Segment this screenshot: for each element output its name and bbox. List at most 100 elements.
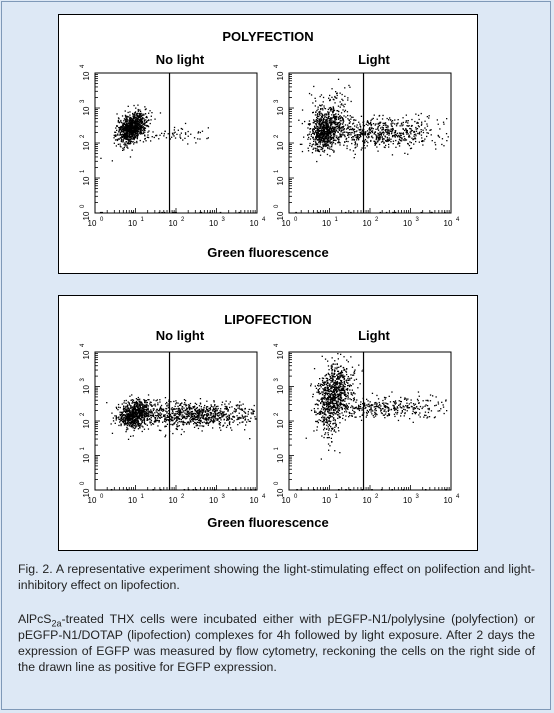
y-tick-label: 10 bbox=[82, 454, 91, 463]
plot-subtitle: Light bbox=[358, 328, 390, 343]
y-tick-label: 10 bbox=[276, 211, 285, 220]
x-tick-label: 10 bbox=[403, 496, 412, 505]
y-tick-label: 10 bbox=[82, 385, 91, 394]
y-tick-label: 10 bbox=[276, 488, 285, 497]
x-tick-exponent: 4 bbox=[262, 494, 266, 500]
x-tick-label: 10 bbox=[169, 496, 178, 505]
y-tick-exponent: 3 bbox=[80, 99, 86, 103]
x-tick-exponent: 4 bbox=[456, 494, 460, 500]
x-tick-label: 10 bbox=[282, 219, 291, 228]
x-tick-label: 10 bbox=[322, 219, 331, 228]
polyfection-panel: POLYFECTION No light Light 10 0 10 0 10 1 10 1 1… bbox=[58, 14, 478, 274]
caption-compound: AlPcS bbox=[18, 612, 52, 626]
y-tick-label: 10 bbox=[82, 211, 91, 220]
y-tick-label: 10 bbox=[82, 488, 91, 497]
y-tick-label: 10 bbox=[276, 106, 285, 115]
y-tick-exponent: 0 bbox=[274, 204, 280, 208]
x-tick-label: 10 bbox=[403, 219, 412, 228]
x-tick-label: 10 bbox=[282, 496, 291, 505]
y-tick-label: 10 bbox=[276, 419, 285, 428]
y-tick-label: 10 bbox=[82, 141, 91, 150]
x-axis-label: Green fluorescence bbox=[207, 515, 329, 530]
y-tick-exponent: 3 bbox=[274, 99, 280, 103]
y-tick-label: 10 bbox=[276, 385, 285, 394]
y-tick-exponent: 1 bbox=[274, 169, 280, 173]
plot-subtitle: No light bbox=[155, 328, 205, 343]
x-tick-exponent: 0 bbox=[294, 217, 298, 223]
y-tick-exponent: 3 bbox=[274, 378, 280, 382]
caption-text: -treated THX cells were incubated either… bbox=[18, 612, 535, 674]
panel-title: LIPOFECTION bbox=[224, 312, 312, 327]
y-tick-exponent: 0 bbox=[80, 481, 86, 485]
x-tick-exponent: 3 bbox=[416, 217, 420, 223]
x-tick-exponent: 1 bbox=[335, 494, 339, 500]
x-tick-exponent: 0 bbox=[100, 494, 104, 500]
x-tick-label: 10 bbox=[322, 496, 331, 505]
dots bbox=[99, 104, 241, 214]
x-tick-label: 10 bbox=[169, 219, 178, 228]
x-tick-label: 10 bbox=[444, 219, 453, 228]
x-tick-exponent: 2 bbox=[375, 494, 379, 500]
x-tick-exponent: 0 bbox=[294, 494, 298, 500]
x-tick-exponent: 3 bbox=[416, 494, 420, 500]
x-tick-exponent: 1 bbox=[141, 494, 145, 500]
x-axis-label: Green fluorescence bbox=[207, 245, 329, 260]
y-tick-exponent: 1 bbox=[274, 447, 280, 451]
x-tick-exponent: 0 bbox=[100, 217, 104, 223]
x-tick-label: 10 bbox=[363, 496, 372, 505]
x-tick-label: 10 bbox=[88, 219, 97, 228]
y-tick-label: 10 bbox=[276, 141, 285, 150]
x-tick-exponent: 2 bbox=[375, 217, 379, 223]
y-tick-exponent: 3 bbox=[80, 378, 86, 382]
y-tick-exponent: 4 bbox=[80, 64, 86, 68]
x-tick-label: 10 bbox=[444, 496, 453, 505]
y-tick-label: 10 bbox=[276, 454, 285, 463]
dots bbox=[295, 78, 449, 214]
dots bbox=[296, 353, 448, 491]
y-tick-label: 10 bbox=[82, 350, 91, 359]
x-tick-label: 10 bbox=[128, 219, 137, 228]
y-tick-exponent: 2 bbox=[80, 412, 86, 416]
y-tick-label: 10 bbox=[82, 176, 91, 185]
x-tick-exponent: 1 bbox=[335, 217, 339, 223]
plot-frame bbox=[288, 351, 452, 491]
y-tick-exponent: 1 bbox=[80, 169, 86, 173]
y-tick-exponent: 2 bbox=[274, 134, 280, 138]
x-tick-exponent: 2 bbox=[181, 217, 185, 223]
y-tick-label: 10 bbox=[276, 71, 285, 80]
x-tick-label: 10 bbox=[209, 496, 218, 505]
plot-frame bbox=[94, 72, 258, 214]
dots bbox=[106, 394, 257, 491]
y-tick-exponent: 2 bbox=[80, 134, 86, 138]
x-tick-label: 10 bbox=[363, 219, 372, 228]
x-tick-exponent: 3 bbox=[222, 217, 226, 223]
y-tick-exponent: 4 bbox=[274, 343, 280, 347]
x-tick-label: 10 bbox=[250, 219, 259, 228]
caption-subscript: 2a bbox=[51, 618, 62, 629]
y-tick-exponent: 4 bbox=[80, 343, 86, 347]
y-tick-exponent: 0 bbox=[274, 481, 280, 485]
lipofection-panel: LIPOFECTION No light Light 10 0 10 0 10 1 10 1 1… bbox=[58, 295, 478, 551]
y-tick-label: 10 bbox=[276, 176, 285, 185]
plot-frame bbox=[288, 72, 452, 214]
plot-subtitle: No light bbox=[155, 52, 205, 67]
y-tick-label: 10 bbox=[276, 350, 285, 359]
x-tick-exponent: 4 bbox=[456, 217, 460, 223]
x-tick-label: 10 bbox=[250, 496, 259, 505]
plot-subtitle: Light bbox=[358, 52, 390, 67]
y-tick-exponent: 0 bbox=[80, 204, 86, 208]
y-tick-label: 10 bbox=[82, 419, 91, 428]
x-tick-label: 10 bbox=[209, 219, 218, 228]
y-tick-label: 10 bbox=[82, 71, 91, 80]
y-tick-label: 10 bbox=[82, 106, 91, 115]
y-tick-exponent: 4 bbox=[274, 64, 280, 68]
x-tick-exponent: 1 bbox=[141, 217, 145, 223]
x-tick-label: 10 bbox=[88, 496, 97, 505]
figure-caption-methods: AlPcS2a-treated THX cells were incubated… bbox=[18, 611, 535, 675]
x-tick-label: 10 bbox=[128, 496, 137, 505]
